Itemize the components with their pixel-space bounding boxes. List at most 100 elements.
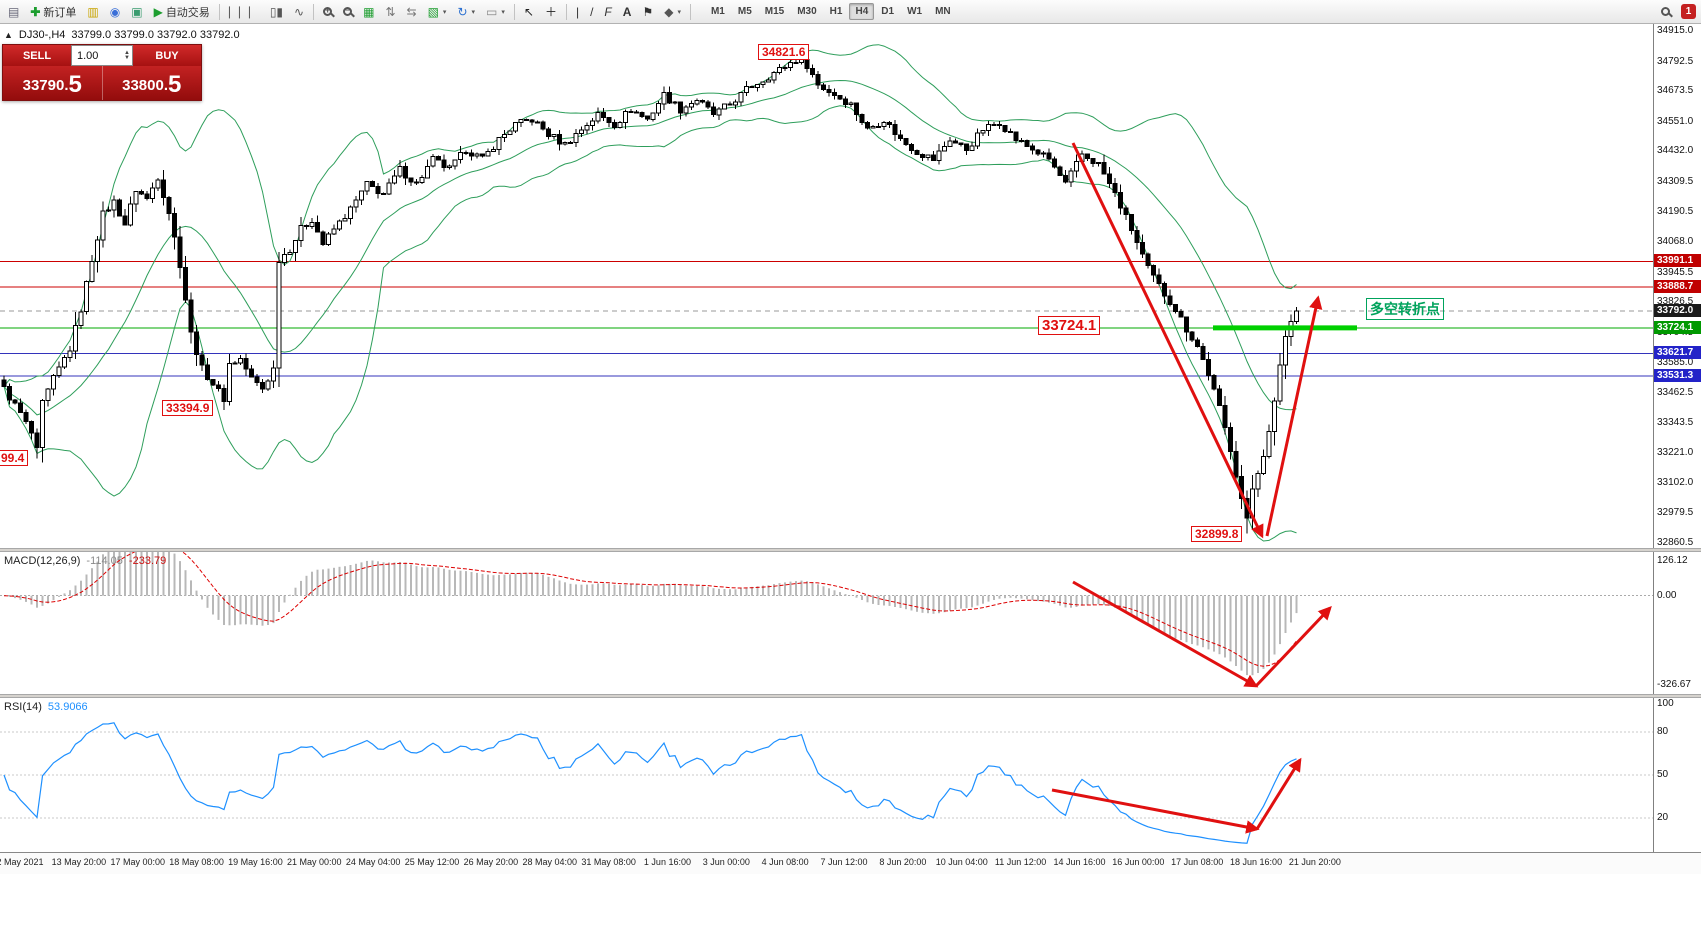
timeframe-m30[interactable]: M30 bbox=[797, 6, 817, 17]
chart-annotation[interactable]: 多空转折点 bbox=[1366, 298, 1444, 320]
new-order-icon: ✚ bbox=[30, 4, 41, 19]
toolbar-separator bbox=[565, 3, 567, 20]
profiles-icon[interactable]: ▥ bbox=[87, 4, 99, 19]
chart-annotation[interactable]: 33724.1 bbox=[1038, 316, 1101, 335]
sell-button[interactable]: SELL bbox=[3, 45, 71, 66]
main-chart-canvas[interactable] bbox=[0, 24, 1653, 548]
play-icon: ▶ bbox=[153, 4, 163, 19]
new-order-button[interactable]: ✚ 新订单 bbox=[25, 2, 81, 22]
price-scale[interactable]: 34915.0 34792.5 34673.5 34551.0 34432.0 34309… bbox=[1653, 24, 1701, 852]
price-tag: 33621.7 bbox=[1654, 346, 1701, 360]
timeframe-w1[interactable]: W1 bbox=[907, 6, 923, 17]
label-tool-icon[interactable]: ⚑ bbox=[642, 4, 654, 19]
timeframe-h1[interactable]: H1 bbox=[829, 6, 843, 17]
time-tick: 26 May 20:00 bbox=[463, 857, 519, 867]
bar-chart-icon[interactable]: ⎸⎸⎸ bbox=[228, 4, 261, 19]
notification-badge[interactable]: 1 bbox=[1681, 4, 1696, 19]
time-tick: 1 Jun 16:00 bbox=[643, 857, 691, 867]
candlestick-chart-icon[interactable]: ▯▮ bbox=[269, 4, 284, 19]
timeframe-m15[interactable]: M15 bbox=[764, 6, 785, 17]
search-icon[interactable] bbox=[1656, 2, 1675, 22]
buy-button[interactable]: BUY bbox=[133, 45, 201, 66]
tile-windows-icon[interactable]: ▦ bbox=[363, 4, 375, 19]
time-tick: 25 May 12:00 bbox=[404, 857, 460, 867]
time-axis[interactable]: 2 May 2021 13 May 20:00 17 May 00:00 18 May… bbox=[0, 852, 1701, 874]
timeframe-m1[interactable]: M1 bbox=[710, 6, 725, 17]
toolbar-separator bbox=[313, 3, 315, 20]
data-window-icon[interactable]: ▣ bbox=[131, 4, 143, 19]
scale-tick: 0.00 bbox=[1657, 589, 1677, 601]
volume-input[interactable]: 1.00 ▲ ▼ bbox=[71, 45, 133, 66]
rsi-canvas[interactable] bbox=[0, 698, 1653, 852]
chart-annotation[interactable]: 99.4 bbox=[0, 450, 29, 466]
price-tag: 33724.1 bbox=[1654, 320, 1701, 334]
toolbar-separator bbox=[513, 3, 515, 20]
scale-tick: 33462.5 bbox=[1657, 387, 1694, 399]
time-tick: 21 May 00:00 bbox=[287, 857, 342, 867]
rsi-panel[interactable]: RSI(14) 53.9066 bbox=[0, 698, 1653, 852]
market-watch-icon[interactable]: ◉ bbox=[109, 4, 121, 19]
auto-trading-button[interactable]: ▶ 自动交易 bbox=[149, 2, 215, 22]
price-tag: 33792.0 bbox=[1654, 303, 1701, 317]
timeframe-d1[interactable]: D1 bbox=[881, 6, 895, 17]
buy-price[interactable]: 33800. 5 bbox=[101, 66, 202, 100]
scale-tick: 33585.0 bbox=[1657, 356, 1694, 368]
time-tick: 8 Jun 20:00 bbox=[879, 857, 927, 867]
snapshot-icon[interactable]: ▭ ▾ bbox=[486, 4, 505, 19]
new-chart-icon[interactable]: ▧ ▾ bbox=[427, 4, 447, 19]
time-tick: 24 May 04:00 bbox=[345, 857, 401, 867]
timeframe-h4[interactable]: H4 bbox=[849, 3, 875, 20]
time-tick: 2 May 2021 bbox=[0, 857, 44, 867]
chart-annotation[interactable]: 34821.6 bbox=[758, 44, 810, 60]
zoom-out-icon[interactable]: − bbox=[343, 5, 353, 16]
refresh-icon[interactable]: ↻ ▾ bbox=[457, 4, 476, 19]
scale-tick: 33826.5 bbox=[1657, 296, 1694, 308]
rsi-label: RSI(14) 53.9066 bbox=[4, 701, 88, 713]
timeframe-mn[interactable]: MN bbox=[935, 6, 951, 17]
fibonacci-icon[interactable]: F bbox=[604, 4, 612, 19]
macd-label: MACD(12,26,9) -114.05 -233.79 bbox=[4, 555, 167, 567]
scale-tick: 34068.0 bbox=[1657, 236, 1694, 248]
chart-window-icon[interactable]: ▤ bbox=[8, 4, 20, 19]
cascade-icon[interactable]: ⇆ bbox=[406, 4, 417, 19]
trendline-icon[interactable]: / bbox=[590, 4, 594, 19]
new-order-label: 新订单 bbox=[43, 6, 77, 19]
time-tick: 31 May 08:00 bbox=[581, 857, 636, 867]
main-chart-panel[interactable]: ▲ DJ30-,H4 33799.0 33799.0 33792.0 33792… bbox=[0, 24, 1653, 548]
volume-spinner-icon[interactable]: ▲ ▼ bbox=[124, 49, 130, 61]
line-chart-icon[interactable]: ∿ bbox=[294, 4, 305, 19]
time-tick: 11 Jun 12:00 bbox=[994, 857, 1047, 867]
scale-tick: 34792.5 bbox=[1657, 55, 1694, 67]
macd-canvas[interactable] bbox=[0, 552, 1653, 694]
vertical-line-icon[interactable]: | bbox=[575, 4, 580, 19]
symbol-name: DJ30-,H4 bbox=[18, 29, 66, 41]
price-tag: 33991.1 bbox=[1654, 254, 1701, 268]
zoom-in-icon[interactable]: + bbox=[323, 5, 333, 16]
crosshair-icon[interactable]: ＋ bbox=[544, 4, 557, 19]
chart-annotation[interactable]: 33394.9 bbox=[162, 400, 214, 416]
toolbar-separator bbox=[218, 3, 220, 20]
price-tag: 33888.7 bbox=[1654, 279, 1701, 293]
sell-price[interactable]: 33790. 5 bbox=[22, 71, 82, 98]
scale-tick: 34309.5 bbox=[1657, 175, 1694, 187]
text-tool-icon[interactable]: A bbox=[622, 4, 632, 19]
scale-tick: 32860.5 bbox=[1657, 537, 1694, 549]
time-tick: 14 Jun 16:00 bbox=[1053, 857, 1106, 867]
macd-panel[interactable]: MACD(12,26,9) -114.05 -233.79 bbox=[0, 552, 1653, 694]
cursor-icon[interactable]: ↖ bbox=[523, 4, 534, 19]
scale-tick: 32979.5 bbox=[1657, 507, 1694, 519]
scale-tick: 33343.5 bbox=[1657, 416, 1694, 428]
panel-splitter[interactable] bbox=[0, 548, 1701, 552]
one-click-trading-widget: SELL 1.00 ▲ ▼ BUY 33790. 5 33800. 5 bbox=[2, 44, 202, 101]
chart-annotation[interactable]: 32899.8 bbox=[1191, 526, 1243, 542]
panel-splitter[interactable] bbox=[0, 694, 1701, 698]
shapes-icon[interactable]: ◆ ▾ bbox=[664, 4, 681, 19]
arrange-icon[interactable]: ⇅ bbox=[385, 4, 396, 19]
time-tick: 17 Jun 08:00 bbox=[1171, 857, 1224, 867]
timeframe-m5[interactable]: M5 bbox=[737, 6, 752, 17]
scale-tick: 34551.0 bbox=[1657, 115, 1694, 127]
one-click-toggle-icon[interactable]: ▲ bbox=[4, 30, 13, 40]
price-tag: 33531.3 bbox=[1654, 368, 1701, 382]
scale-tick: 34673.5 bbox=[1657, 85, 1694, 97]
scale-tick: 34915.0 bbox=[1657, 24, 1694, 36]
